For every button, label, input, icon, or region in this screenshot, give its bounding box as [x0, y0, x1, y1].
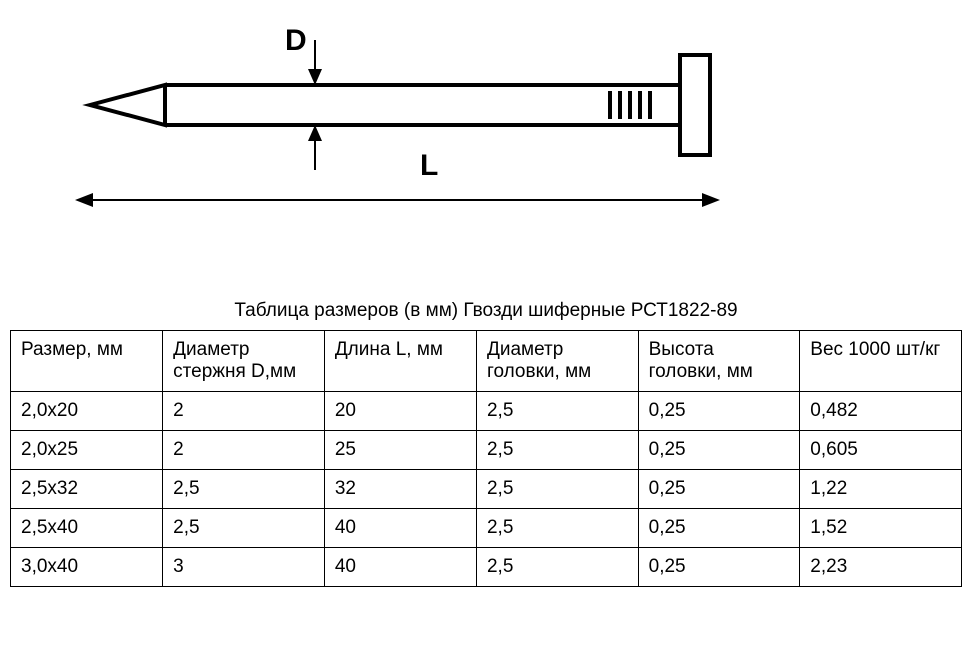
sizes-table: Размер, ммДиаметр стержня D,ммДлина L, м… [10, 330, 962, 587]
table-cell: 2 [163, 392, 325, 431]
table-cell: 0,25 [638, 470, 800, 509]
table-cell: 2,0х20 [11, 392, 163, 431]
table-cell: 0,605 [800, 431, 962, 470]
table-row: 2,5х402,5402,50,251,52 [11, 509, 962, 548]
table-cell: 0,25 [638, 548, 800, 587]
diagram-svg: D L [40, 10, 760, 230]
table-cell: 0,25 [638, 431, 800, 470]
table-cell: 3 [163, 548, 325, 587]
table-cell: 1,52 [800, 509, 962, 548]
table-title: Таблица размеров (в мм) Гвозди шиферные … [10, 300, 962, 322]
table-row: 2,0х202202,50,250,482 [11, 392, 962, 431]
table-cell: 2,5 [476, 470, 638, 509]
table-header-cell: Диаметр головки, мм [476, 331, 638, 392]
table-header-cell: Длина L, мм [324, 331, 476, 392]
table-cell: 2,5 [163, 470, 325, 509]
table-cell: 40 [324, 548, 476, 587]
table-cell: 20 [324, 392, 476, 431]
table-cell: 2,5 [476, 431, 638, 470]
table-cell: 0,25 [638, 392, 800, 431]
table-header-cell: Размер, мм [11, 331, 163, 392]
table-cell: 2,5 [476, 548, 638, 587]
label-d: D [285, 24, 307, 57]
table-cell: 1,22 [800, 470, 962, 509]
table-row: 3,0х403402,50,252,23 [11, 548, 962, 587]
table-cell: 25 [324, 431, 476, 470]
table-cell: 2,23 [800, 548, 962, 587]
table-area: Таблица размеров (в мм) Гвозди шиферные … [0, 300, 972, 587]
table-cell: 2,5х32 [11, 470, 163, 509]
table-cell: 3,0х40 [11, 548, 163, 587]
table-cell: 2,5 [476, 392, 638, 431]
table-cell: 2,5 [476, 509, 638, 548]
table-cell: 40 [324, 509, 476, 548]
table-header-cell: Диаметр стержня D,мм [163, 331, 325, 392]
table-cell: 0,482 [800, 392, 962, 431]
label-l: L [420, 149, 438, 182]
table-cell: 0,25 [638, 509, 800, 548]
table-cell: 2 [163, 431, 325, 470]
table-cell: 32 [324, 470, 476, 509]
table-cell: 2,5х40 [11, 509, 163, 548]
nail-diagram: D L [0, 0, 972, 280]
table-header-row: Размер, ммДиаметр стержня D,ммДлина L, м… [11, 331, 962, 392]
table-cell: 2,0х25 [11, 431, 163, 470]
table-body: 2,0х202202,50,250,4822,0х252252,50,250,6… [11, 392, 962, 587]
table-cell: 2,5 [163, 509, 325, 548]
table-row: 2,0х252252,50,250,605 [11, 431, 962, 470]
table-header-cell: Высота головки, мм [638, 331, 800, 392]
table-header-cell: Вес 1000 шт/кг [800, 331, 962, 392]
table-row: 2,5х322,5322,50,251,22 [11, 470, 962, 509]
